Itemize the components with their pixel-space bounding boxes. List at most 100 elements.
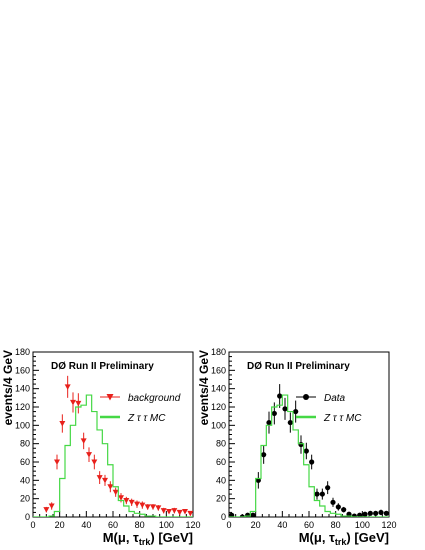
data-point [54, 459, 60, 465]
x-tick-label: 0 [30, 520, 35, 530]
data-point [319, 491, 325, 497]
data-point [239, 514, 245, 517]
x-tick-label: 60 [108, 520, 118, 530]
data-point [325, 485, 331, 491]
legend-marker [303, 394, 309, 400]
legend-label: background [128, 393, 181, 404]
data-point [102, 477, 108, 484]
data-point [112, 489, 119, 496]
x-axis-label-subscript: trk [335, 537, 347, 547]
data-point [150, 504, 156, 510]
data-point [43, 507, 50, 513]
x-axis-label-main: M(μ, τ [103, 530, 139, 545]
data-point [91, 459, 98, 465]
x-tick-label: 40 [81, 520, 91, 530]
data-point [271, 410, 277, 417]
y-tick-label: 0 [221, 512, 226, 522]
data-point [128, 499, 135, 506]
legend-label: Z τ τ MC [323, 413, 362, 424]
y-tick-label: 180 [211, 347, 226, 357]
data-point [245, 512, 251, 517]
data-point [335, 504, 341, 510]
y-tick-label: 180 [15, 347, 30, 357]
y-tick-label: 160 [211, 365, 226, 375]
y-tick-label: 160 [15, 365, 30, 375]
legend-marker [106, 394, 114, 401]
x-axis-label-subscript: trk [139, 537, 151, 547]
x-axis-label-main: M(μ, τ [299, 530, 335, 545]
data-point [314, 491, 320, 497]
data-point [383, 510, 389, 516]
legend-label: Z τ τ MC [127, 413, 166, 424]
data-point [171, 508, 178, 514]
data-point [362, 511, 368, 517]
data-point [287, 419, 293, 426]
chart-title: DØ Run II Preliminary [247, 361, 350, 372]
x-tick-label: 120 [185, 520, 200, 530]
legend-entry: background [100, 393, 181, 404]
data-point [70, 399, 76, 406]
x-tick-label: 20 [251, 520, 261, 530]
x-tick-label: 80 [135, 520, 145, 530]
legend-label: Data [324, 393, 346, 404]
data-point [86, 452, 92, 458]
y-axis-label: events/4 GeV [1, 350, 15, 425]
data-point [48, 503, 55, 509]
x-tick-label: 120 [381, 520, 396, 530]
data-point [373, 510, 379, 516]
legend-entry: Z τ τ MC [100, 413, 166, 424]
data-point [261, 452, 267, 458]
y-tick-label: 40 [216, 475, 226, 485]
y-tick-label: 140 [15, 384, 30, 394]
x-tick-label: 60 [304, 520, 314, 530]
data-point [309, 459, 315, 465]
data-point [367, 510, 373, 516]
y-tick-label: 40 [20, 475, 30, 485]
y-tick-label: 140 [211, 384, 226, 394]
data-point [107, 484, 114, 490]
data-point [330, 499, 336, 505]
data-point [96, 475, 103, 481]
y-tick-label: 20 [216, 494, 226, 504]
x-axis-label: M(μ, τtrk) [GeV] [103, 530, 193, 547]
data-point [139, 502, 146, 509]
y-tick-label: 100 [15, 420, 30, 430]
data-point [303, 448, 309, 454]
data-point [298, 441, 304, 448]
data-point [351, 513, 357, 517]
mc-histogram-line [33, 394, 193, 517]
data-point [160, 508, 167, 514]
x-tick-label: 20 [55, 520, 65, 530]
data-layer [33, 375, 193, 517]
plot-frame [228, 351, 390, 518]
data-point [357, 512, 363, 517]
data-point [75, 400, 82, 407]
data-point [266, 419, 272, 426]
chart-title: DØ Run II Preliminary [51, 361, 154, 372]
y-axis-label: events/4 GeV [197, 350, 211, 425]
data-point [155, 505, 162, 511]
legend-entry: Data [296, 393, 346, 404]
data-point [166, 509, 172, 515]
data-point [341, 507, 347, 513]
y-tick-label: 20 [20, 494, 30, 504]
plot-frame [32, 351, 194, 518]
x-tick-label: 0 [226, 520, 231, 530]
data-point [123, 498, 130, 504]
data-point [282, 406, 288, 412]
x-tick-label: 80 [331, 520, 341, 530]
x-tick-label: 100 [355, 520, 370, 530]
data-layer [229, 384, 389, 517]
legend-entry: Z τ τ MC [296, 413, 362, 424]
data-point [293, 408, 299, 415]
y-tick-label: 60 [20, 457, 30, 467]
mc-histogram-line [229, 394, 389, 517]
data-point [80, 438, 87, 444]
y-tick-label: 80 [216, 439, 226, 449]
x-tick-label: 100 [159, 520, 174, 530]
data-point [229, 512, 235, 517]
y-tick-label: 120 [211, 402, 226, 412]
data-point [378, 509, 384, 516]
data-point [118, 495, 124, 501]
